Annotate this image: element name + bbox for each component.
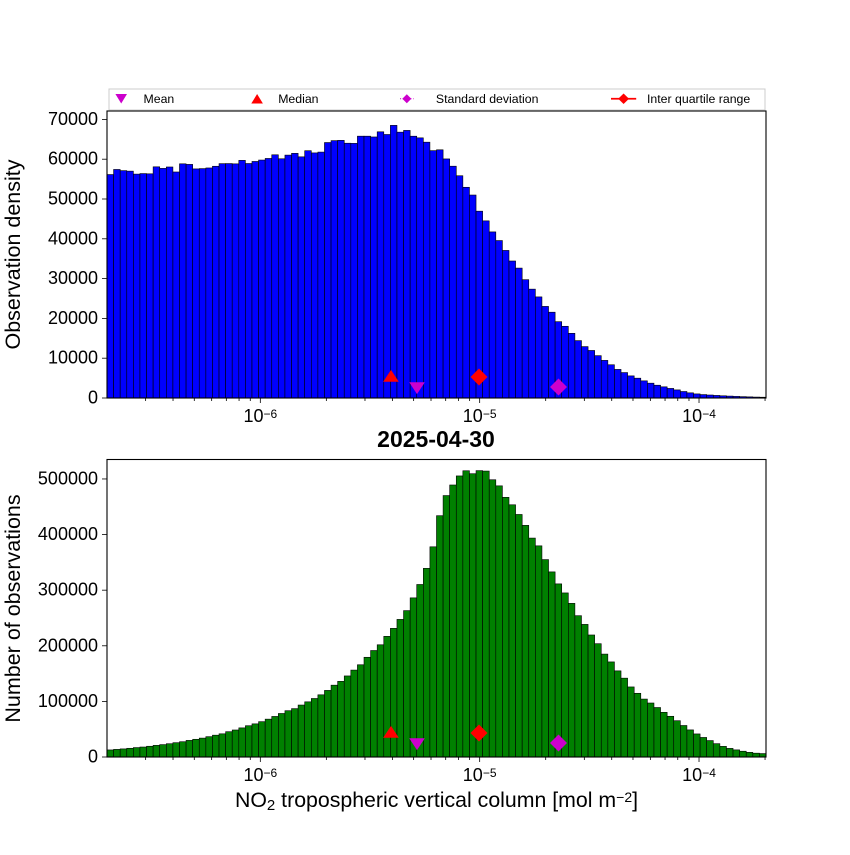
svg-text:Observation density: Observation density bbox=[1, 159, 25, 349]
svg-text:200000: 200000 bbox=[38, 635, 98, 655]
svg-text:40000: 40000 bbox=[48, 228, 98, 248]
svg-text:10000: 10000 bbox=[48, 348, 98, 368]
svg-text:Mean: Mean bbox=[144, 92, 175, 106]
svg-text:30000: 30000 bbox=[48, 268, 98, 288]
svg-text:20000: 20000 bbox=[48, 308, 98, 328]
svg-text:Median: Median bbox=[278, 92, 318, 106]
svg-text:0: 0 bbox=[88, 388, 98, 408]
svg-text:500000: 500000 bbox=[38, 468, 98, 488]
svg-text:300000: 300000 bbox=[38, 580, 98, 600]
svg-text:100000: 100000 bbox=[38, 691, 98, 711]
svg-text:Inter quartile range: Inter quartile range bbox=[647, 92, 750, 106]
svg-text:2025-04-30: 2025-04-30 bbox=[377, 426, 495, 452]
svg-text:Standard deviation: Standard deviation bbox=[436, 92, 539, 106]
svg-text:0: 0 bbox=[88, 747, 98, 767]
svg-text:Number of observations: Number of observations bbox=[1, 494, 25, 722]
svg-text:NO2 tropospheric vertical colu: NO2 tropospheric vertical column [mol m−… bbox=[235, 788, 638, 814]
svg-text:400000: 400000 bbox=[38, 524, 98, 544]
svg-text:60000: 60000 bbox=[48, 149, 98, 169]
svg-text:50000: 50000 bbox=[48, 189, 98, 209]
svg-text:70000: 70000 bbox=[48, 109, 98, 129]
